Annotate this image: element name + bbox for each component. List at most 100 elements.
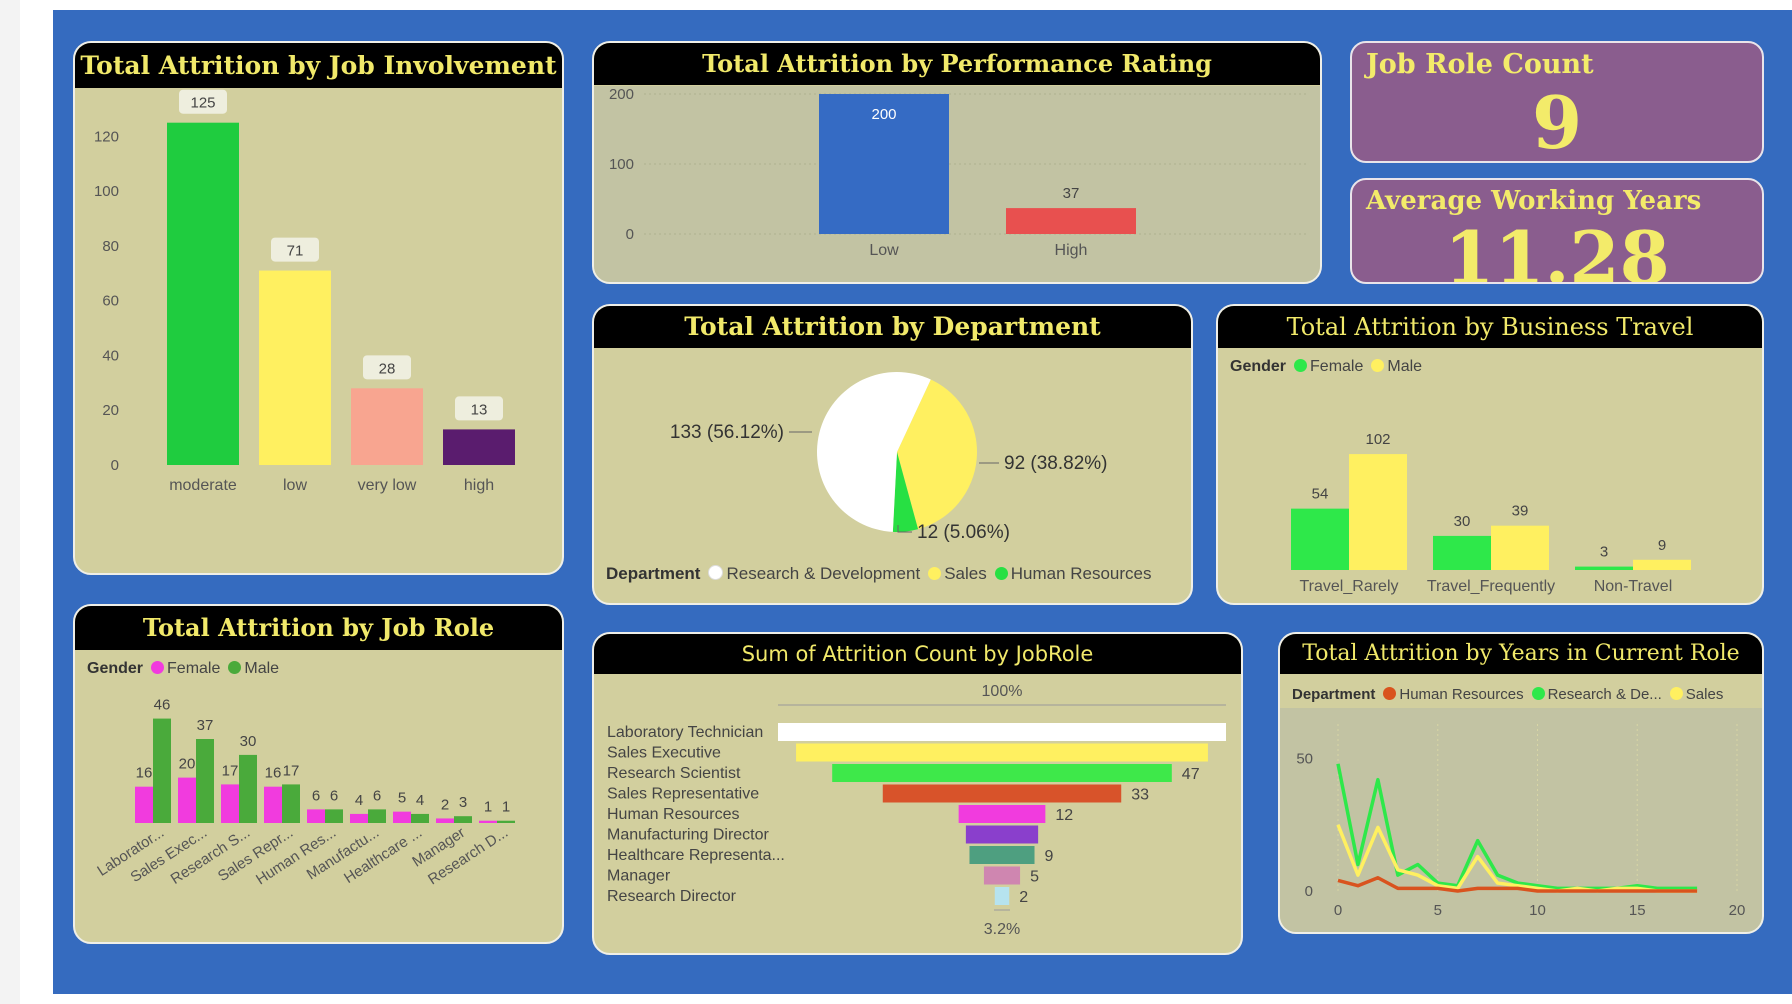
- bar: [819, 94, 949, 234]
- job-involvement-title: Total Attrition by Job Involvement: [75, 43, 562, 88]
- y-tick-label: 0: [1305, 883, 1313, 900]
- bar: [1006, 208, 1136, 234]
- legend-swatch: [1294, 359, 1308, 372]
- x-tick-label: 20: [1729, 902, 1746, 919]
- data-label: 28: [379, 360, 396, 377]
- pie-slice: [897, 379, 977, 530]
- funnel-category-label: Laboratory Technician: [607, 724, 763, 741]
- pie-slice: [892, 452, 919, 532]
- data-label: 5: [398, 790, 406, 807]
- funnel-category-label: Healthcare Representa...: [607, 847, 785, 864]
- data-label: 16: [136, 765, 153, 782]
- dashboard-canvas: Total Attrition by Job Involvement 0 20 40…: [53, 10, 1792, 994]
- line-series: [1336, 824, 1698, 893]
- plot-background: [1280, 708, 1762, 932]
- performance-rating-title: Total Attrition by Performance Rating: [594, 43, 1320, 85]
- bar: [167, 122, 239, 465]
- x-tick-label: Non-Travel: [1594, 578, 1673, 595]
- legend-rnd: Research & Development: [726, 564, 921, 583]
- data-label: 30: [1454, 513, 1471, 530]
- y-tick-label: 200: [609, 86, 634, 103]
- legend-swatch: [928, 567, 942, 580]
- data-label: 102: [1365, 431, 1390, 448]
- years-role-card: Total Attrition by Years in Current Role…: [1278, 632, 1764, 934]
- funnel-category-label: Sales Executive: [607, 745, 721, 762]
- funnel-category-label: Manager: [607, 868, 671, 885]
- funnel-category-label: Human Resources: [607, 806, 740, 823]
- x-tick-label: very low: [358, 477, 417, 494]
- avg-working-years-label: Average Working Years: [1366, 186, 1702, 216]
- years-role-chart: 0 5 10 15 20 0 50: [1280, 708, 1762, 932]
- data-label: 54: [1312, 486, 1329, 503]
- line-series: [1337, 876, 1698, 893]
- bar: [368, 809, 386, 823]
- x-tick-label: 10: [1529, 902, 1546, 919]
- y-tick-label: 0: [626, 226, 634, 243]
- bar: [178, 777, 196, 823]
- bar: [259, 270, 331, 465]
- job-role-title: Total Attrition by Job Role: [75, 606, 562, 650]
- bar: [264, 786, 282, 823]
- y-tick-label: 40: [102, 347, 119, 364]
- legend-rnd: Research & De...: [1547, 686, 1662, 703]
- funnel-value-label: 33: [1131, 787, 1149, 804]
- funnel-bar: [965, 825, 1039, 844]
- funnel-category-label: Research Director: [607, 888, 737, 905]
- business-travel-legend: Gender Female Male: [1230, 358, 1422, 376]
- bar: [497, 820, 515, 823]
- years-role-legend: Department Human Resources Research & De..…: [1292, 686, 1723, 703]
- department-card: Total Attrition by Department 133 (56.12…: [592, 304, 1193, 605]
- data-label: 46: [154, 697, 171, 714]
- performance-rating-card: Total Attrition by Performance Rating 0 1…: [592, 41, 1322, 284]
- bar: [239, 754, 257, 823]
- data-label: 16: [265, 765, 282, 782]
- data-label: 1: [484, 799, 492, 816]
- x-tick-label: high: [464, 477, 494, 494]
- funnel-bottom-label: 3.2%: [984, 921, 1020, 938]
- data-label: 37: [1063, 185, 1080, 202]
- legend-swatch: [228, 661, 242, 674]
- x-tick-label: High: [1055, 242, 1088, 259]
- data-label: 125: [190, 95, 215, 112]
- x-tick-label: Low: [869, 242, 899, 259]
- y-tick-label: 100: [94, 183, 119, 200]
- funnel-card: Sum of Attrition Count by JobRole 100% La…: [592, 632, 1243, 955]
- job-involvement-card: Total Attrition by Job Involvement 0 20 40…: [73, 41, 564, 575]
- window-left-strip: [0, 0, 20, 1004]
- y-tick-label: 60: [102, 293, 119, 310]
- legend-swatch: [1669, 687, 1683, 700]
- department-pie-chart: 133 (56.12%) 92 (38.82%) 12 (5.06%): [670, 372, 1108, 543]
- funnel-value-label: 2: [1019, 889, 1028, 906]
- data-label: 39: [1512, 503, 1529, 520]
- business-travel-legend-title: Gender: [1230, 358, 1287, 375]
- data-label: 6: [312, 787, 320, 804]
- job-involvement-chart: 0 20 40 60 80 100 120 125 moderate 71 low 28 very lo…: [94, 89, 515, 494]
- bar: [221, 784, 239, 823]
- data-label: 6: [373, 787, 381, 804]
- data-label: 71: [287, 243, 304, 260]
- business-travel-chart: 54102Travel_Rarely3039Travel_Frequently3…: [1291, 431, 1691, 595]
- funnel-category-label: Sales Representative: [607, 786, 759, 803]
- data-label: 4: [355, 792, 363, 809]
- x-tick-label: 0: [1334, 902, 1342, 919]
- bar: [1633, 559, 1691, 570]
- bar: [1491, 525, 1549, 570]
- job-role-card: Total Attrition by Job Role Gender Female…: [73, 604, 564, 944]
- y-tick-label: 120: [94, 128, 119, 145]
- bar: [350, 813, 368, 823]
- funnel-title: Sum of Attrition Count by JobRole: [594, 634, 1241, 674]
- legend-hr: Human Resources: [1010, 564, 1152, 583]
- data-label: 4: [416, 792, 424, 809]
- data-label-bg: [363, 355, 411, 380]
- performance-rating-chart: 0 100 200 200 Low 37 High: [594, 86, 1320, 282]
- data-label: 17: [283, 762, 300, 779]
- avg-working-years-card: Average Working Years 11.28: [1350, 178, 1764, 284]
- leader-line: [897, 525, 912, 533]
- job-role-count-label: Job Role Count: [1366, 49, 1594, 80]
- bar: [307, 809, 325, 823]
- department-title: Total Attrition by Department: [594, 306, 1191, 348]
- funnel-bar: [983, 866, 1021, 885]
- legend-male: Male: [244, 660, 280, 677]
- bar: [196, 739, 214, 823]
- y-tick-label: 50: [1296, 751, 1313, 768]
